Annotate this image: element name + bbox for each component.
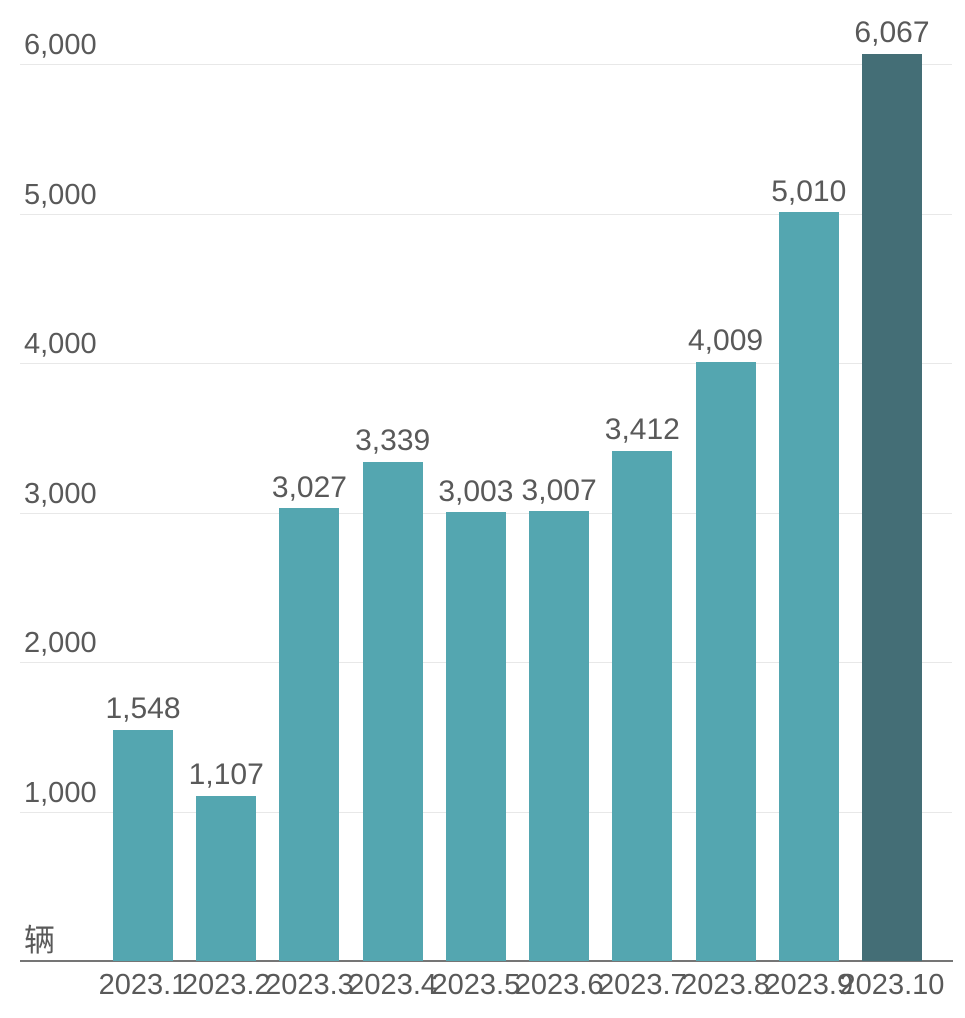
x-axis-tick-label: 2023.8 [681, 969, 770, 1001]
x-axis-tick-label: 2023.9 [764, 969, 854, 1001]
y-axis-tick-label: 6,000 [24, 29, 97, 61]
bar-value-label: 4,009 [687, 324, 764, 358]
bar: 1,548 2023.1 [99, 692, 188, 1001]
x-axis-tick-label: 2023.3 [265, 969, 354, 1001]
bar-value-label: 6,067 [854, 16, 930, 50]
bar-value-label: 3,339 [355, 424, 431, 458]
bar: 3,027 2023.3 [265, 471, 354, 1001]
x-axis-tick-label: 2023.2 [181, 969, 271, 1001]
bar-value-label: 5,010 [771, 174, 847, 208]
gridline [20, 213, 952, 215]
y-axis-tick-label: 5,000 [24, 178, 97, 211]
bar: 6,067 2023.10 [840, 16, 945, 1001]
x-axis-line [20, 960, 953, 962]
bar-value-label: 1,107 [188, 758, 264, 792]
bar: 4,009 2023.8 [681, 324, 770, 1001]
bar: 1,107 2023.2 [182, 758, 271, 1001]
x-axis-tick-label: 2023.7 [597, 969, 687, 1001]
x-axis-tick-label: 2023.10 [839, 969, 945, 1001]
y-axis-unit-label: 辆 [24, 923, 55, 958]
x-axis-tick-label: 2023.6 [514, 969, 604, 1001]
gridline [20, 64, 952, 65]
y-axis-tick-label: 2,000 [24, 627, 97, 659]
bar-value-label: 3,003 [438, 474, 514, 508]
bar: 3,412 2023.7 [598, 413, 687, 1001]
x-axis-tick-label: 2023.1 [98, 969, 188, 1001]
bar: 5,010 2023.9 [764, 175, 853, 1001]
bar-series: 1,548 2023.1 1,107 2023.2 3,027 2023.3 3,339 20… [99, 0, 945, 1001]
bar-value-label: 1,548 [105, 692, 181, 726]
x-axis-tick-label: 2023.4 [348, 969, 438, 1001]
x-axis-tick-label: 2023.5 [431, 969, 521, 1001]
bar-value-label: 3,027 [271, 470, 347, 504]
bar: 3,003 2023.5 [432, 475, 521, 1001]
gridline [20, 363, 952, 364]
bar-value-label: 3,007 [521, 473, 597, 507]
y-axis-tick-label: 1,000 [24, 776, 97, 809]
y-axis-tick-label: 4,000 [24, 328, 97, 360]
bar: 3,007 2023.6 [515, 474, 604, 1001]
y-axis-tick-label: 3,000 [24, 477, 97, 510]
bar-value-label: 3,412 [604, 413, 680, 447]
bar: 3,339 2023.4 [348, 424, 437, 1001]
